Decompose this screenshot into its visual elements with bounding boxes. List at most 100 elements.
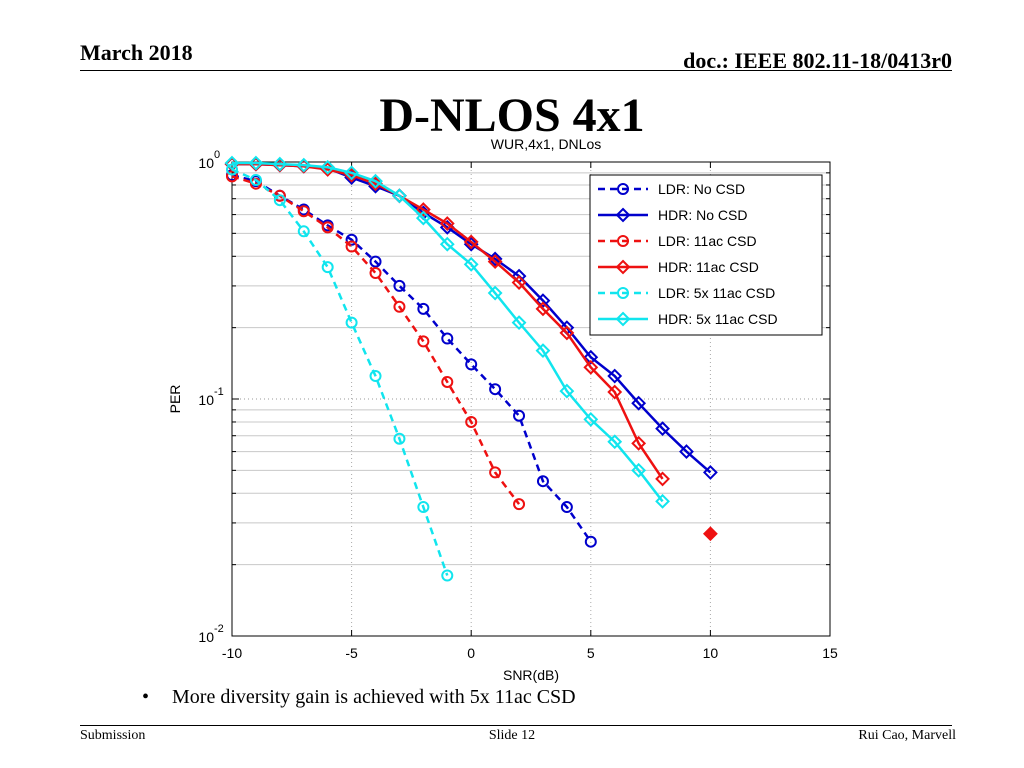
y-axis-label: PER [167, 385, 183, 414]
footer-author: Rui Cao, Marvell [858, 728, 956, 743]
footer-submission: Submission [80, 728, 146, 743]
footer-slide-number: Slide 12 [488, 728, 536, 743]
series-point-5 [583, 412, 599, 427]
series-point-5 [415, 210, 431, 226]
legend-box [589, 174, 823, 336]
series-point-3 [607, 384, 623, 400]
series-point-4 [369, 370, 382, 383]
series-point-0 [536, 475, 549, 488]
legend-marker [617, 287, 629, 299]
series-point-2 [417, 335, 430, 348]
series-line-4 [231, 168, 449, 576]
series-point-2 [441, 375, 454, 388]
bullet-text: More diversity gain is achieved with 5x … [172, 686, 576, 708]
legend-marker [615, 207, 631, 223]
series-point-5 [511, 315, 527, 331]
series-point-5 [439, 236, 455, 252]
series-point-4 [417, 501, 430, 514]
footer-rule [80, 725, 952, 726]
y-tick-exponent: -1 [214, 386, 224, 398]
series-point-3 [631, 435, 647, 451]
legend-label: HDR: 11ac CSD [658, 259, 759, 275]
header-rule [80, 70, 952, 71]
series-point-0 [441, 332, 454, 345]
series-point-5 [559, 383, 575, 399]
series-point-0 [393, 279, 406, 292]
series-point-1 [463, 236, 479, 252]
series-point-1 [583, 349, 599, 365]
legend-label: LDR: 5x 11ac CSD [658, 285, 775, 301]
series-point-0 [465, 358, 478, 371]
series-point-0 [584, 535, 597, 548]
series-point-2 [489, 466, 502, 479]
legend-label: HDR: No CSD [658, 207, 747, 223]
series-point-4 [441, 569, 454, 582]
series-point-3 [655, 471, 670, 487]
series-point-3 [415, 202, 431, 217]
series-point-2 [513, 498, 526, 511]
series-point-3 [559, 325, 575, 341]
bullet-dot: • [142, 686, 150, 708]
series-point-2 [369, 267, 382, 280]
series-point-3 [368, 176, 383, 192]
legend-label: LDR: No CSD [658, 181, 745, 197]
x-tick-label: 5 [587, 645, 595, 661]
series-point-0 [369, 255, 382, 268]
series-point-1 [631, 395, 647, 411]
series-point-3 [439, 216, 455, 231]
bullet-item: • More diversity gain is achieved with 5x… [142, 686, 576, 709]
series-point-3 [463, 234, 479, 250]
series-point-4 [297, 225, 310, 238]
series-point-0 [513, 409, 526, 422]
series-point-0 [489, 383, 502, 396]
x-tick-label: 15 [822, 645, 838, 661]
legend-marker [615, 311, 631, 327]
legend-label: LDR: 11ac CSD [658, 233, 757, 249]
x-tick-label: -10 [222, 645, 242, 661]
series-point-1 [655, 421, 670, 437]
series-point-5 [296, 157, 312, 173]
x-tick-label: 0 [467, 645, 475, 661]
chart-title: WUR,4x1, DNLos [491, 136, 601, 152]
x-tick-label: 10 [703, 645, 719, 661]
series-point-4 [226, 163, 238, 176]
y-tick-label: 10 [198, 392, 214, 408]
legend-marker [615, 259, 631, 275]
series-point-4 [249, 173, 262, 186]
series-point-3 [487, 254, 503, 270]
series-point-3 [583, 359, 599, 375]
y-tick-label: 10 [198, 629, 214, 645]
series-point-4 [273, 194, 286, 207]
header-doc-id: doc.: IEEE 802.11-18/0413r0 [683, 48, 952, 73]
series-point-5 [224, 155, 240, 171]
series-point-0 [345, 233, 358, 246]
header-date: March 2018 [80, 40, 193, 65]
series-point-5 [607, 434, 623, 450]
series-point-2 [297, 205, 310, 218]
series-point-2 [393, 300, 406, 313]
series-point-4 [393, 432, 406, 445]
series-point-5 [344, 165, 360, 181]
series-point-5 [463, 256, 479, 272]
series-point-1 [607, 368, 623, 384]
legend-marker [617, 183, 629, 195]
series-point-5 [320, 159, 336, 175]
y-tick-exponent: -2 [214, 623, 224, 635]
series-point-5 [368, 173, 383, 189]
x-axis-label: SNR(dB) [503, 667, 559, 683]
series-point-5 [631, 462, 647, 478]
series-point-5 [655, 493, 670, 509]
y-tick-exponent: 0 [214, 149, 220, 161]
slide-title: D-NLOS 4x1 [379, 89, 645, 142]
series-point-5 [487, 285, 503, 301]
series-point-0 [560, 501, 573, 514]
series-point-1 [535, 293, 551, 309]
series-point-5 [535, 343, 551, 359]
series-point-4 [321, 261, 334, 274]
series-point-5 [248, 155, 264, 171]
series-point-3 [511, 275, 527, 290]
series-point-0 [417, 302, 430, 315]
series-point-5 [272, 156, 288, 172]
legend-marker [617, 235, 629, 247]
series-line-5 [232, 161, 664, 503]
